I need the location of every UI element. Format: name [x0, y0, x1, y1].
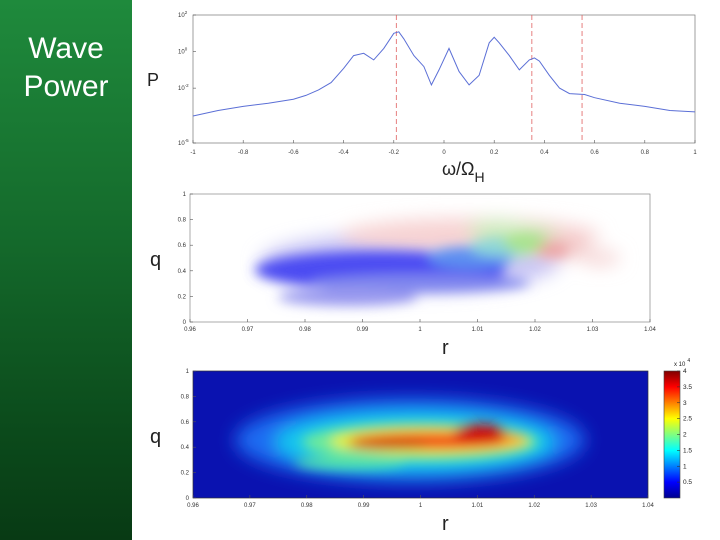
colorbar-tick-label: 2 [683, 432, 687, 439]
amplitude-heatmap-x-tick-label: 0.98 [301, 503, 313, 509]
mode-heatmap-x-tick-label: 1.01 [472, 327, 484, 333]
colorbar-tick-label: 1 [683, 463, 687, 470]
slide-title-line1: Wave [28, 32, 104, 65]
mode-heatmap-y-tick-label: 1 [183, 192, 187, 198]
spectrum-y-tick-label: 102 [178, 10, 188, 19]
colorbar-multiplier: x 104 [674, 358, 690, 368]
amplitude-heatmap-field [235, 398, 585, 482]
amplitude-heatmap-ylabel: q [150, 426, 161, 448]
spectrum-ticks: -1 -0.8 -0.6 -0.4 -0.2 0 0.2 0.4 0.6 0.8 1 102 100 10… [178, 10, 697, 156]
colorbar-multiplier-label: x 10 [674, 362, 686, 368]
mode-heatmap-x-tick-label: 0.97 [242, 327, 254, 333]
spectrum-x-tick-label: 0.8 [641, 150, 650, 156]
amplitude-heatmap-x-tick-label: 1.04 [642, 503, 654, 509]
amplitude-heatmap-xlabel: r [442, 513, 449, 535]
mode-heatmap-y-tick-label: 0.6 [178, 243, 187, 249]
mode-heatmap-y-tick-label: 0.4 [178, 269, 187, 275]
mode-heatmap-ticks: 0.96 0.97 0.98 0.99 1 1.01 1.02 1.03 1.04 0 0.2 0.4… [178, 192, 657, 333]
amplitude-heatmap-x-tick-label: 1.01 [472, 503, 484, 509]
amplitude-heatmap-y-tick-label: 0.4 [181, 445, 190, 451]
mode-heatmap-x-tick-label: 0.98 [299, 327, 311, 333]
spectrum-xlabel-main: ω/Ω [442, 159, 475, 179]
spectrum-x-tick-label: 0.2 [490, 150, 499, 156]
mode-heatmap-xlabel: r [442, 337, 449, 359]
spectrum-y-tick-label: 100 [178, 47, 188, 56]
colorbar-tick-label: 3.5 [683, 384, 692, 391]
mode-heatmap-x-tick-label: 1.03 [587, 327, 599, 333]
spectrum-chart: -1 -0.8 -0.6 -0.4 -0.2 0 0.2 0.4 0.6 0.8 1 102 100 10… [147, 10, 697, 185]
amplitude-heatmap-y-tick-label: 0.6 [181, 420, 190, 426]
colorbar-tick-label: 2.5 [683, 416, 692, 423]
spectrum-markers [395, 15, 583, 143]
sidebar-band: Wave Power [0, 0, 132, 540]
amplitude-heatmap-x-tick-label: 0.96 [187, 503, 199, 509]
amplitude-heatmap-y-tick-label: 0.8 [181, 394, 190, 400]
amplitude-heatmap-x-tick-label: 1.02 [528, 503, 540, 509]
mode-heatmap-x-tick-label: 1 [418, 327, 422, 333]
colorbar-ticks: 4 3.5 3 2.5 2 1.5 1 0.5 [677, 368, 692, 486]
colorbar-tick-label: 1.5 [683, 447, 692, 454]
spectrum-x-tick-label: -0.8 [238, 150, 249, 156]
spectrum-y-tick-label: 10-2 [178, 83, 189, 92]
spectrum-x-tick-label: -0.4 [338, 150, 349, 156]
spectrum-x-tick-label: -0.2 [389, 150, 400, 156]
spectrum-x-tick-label: -1 [190, 150, 196, 156]
mode-heatmap-ylabel: q [150, 249, 161, 271]
mode-heatmap-y-tick-label: 0.8 [178, 218, 187, 224]
spectrum-x-tick-label: 0 [442, 150, 446, 156]
mode-heatmap-field [255, 218, 620, 306]
mode-heatmap: 0.96 0.97 0.98 0.99 1 1.01 1.02 1.03 1.04 0 0.2 0.4… [150, 192, 656, 359]
spectrum-x-tick-label: 0.4 [540, 150, 549, 156]
spectrum-x-tick-label: 1 [693, 150, 697, 156]
slide-title: Wave Power [6, 30, 126, 106]
spectrum-series-line [192, 31, 696, 117]
colorbar-multiplier-exp: 4 [687, 358, 690, 364]
colorbar-tick-label: 4 [683, 368, 687, 375]
mode-heatmap-y-tick-label: 0 [183, 320, 187, 326]
mode-heatmap-x-tick-label: 1.04 [644, 327, 656, 333]
amplitude-heatmap-x-tick-label: 1 [419, 503, 423, 509]
amplitude-heatmap-x-tick-label: 1.03 [585, 503, 597, 509]
spectrum-x-tick-label: -0.6 [288, 150, 299, 156]
spectrum-ylabel: P [147, 70, 159, 90]
colorbar-tick-label: 0.5 [683, 479, 692, 486]
spectrum-y-tick-label: 10-5 [178, 138, 189, 147]
slide-title-line2: Power [23, 70, 109, 103]
amplitude-heatmap-ticks: 0.96 0.97 0.98 0.99 1 1.01 1.02 1.03 1.04 0 0.2 0.4… [181, 369, 655, 509]
spectrum-plot-area [192, 14, 696, 144]
amplitude-heatmap-y-tick-label: 0.2 [181, 471, 190, 477]
amplitude-heatmap-y-tick-label: 0 [186, 496, 190, 502]
mode-heatmap-y-tick-label: 0.2 [178, 294, 187, 300]
spectrum-xlabel-sub: H [475, 169, 485, 185]
colorbar: x 104 4 3.5 3 2.5 2 1.5 1 0.5 [663, 358, 692, 499]
mode-heatmap-x-tick-label: 1.02 [529, 327, 541, 333]
spectrum-x-tick-label: 0.6 [590, 150, 599, 156]
colorbar-tick-label: 3 [683, 400, 687, 407]
amplitude-heatmap-y-tick-label: 1 [186, 369, 190, 375]
spectrum-xlabel: ω/ΩH [442, 159, 485, 185]
mode-heatmap-x-tick-label: 0.99 [357, 327, 369, 333]
amplitude-heatmap-x-tick-label: 0.99 [358, 503, 370, 509]
amplitude-heatmap-x-tick-label: 0.97 [244, 503, 256, 509]
mode-heatmap-x-tick-label: 0.96 [184, 327, 196, 333]
amplitude-heatmap: 0.96 0.97 0.98 0.99 1 1.01 1.02 1.03 1.04 0 0.2 0.4… [150, 358, 692, 535]
